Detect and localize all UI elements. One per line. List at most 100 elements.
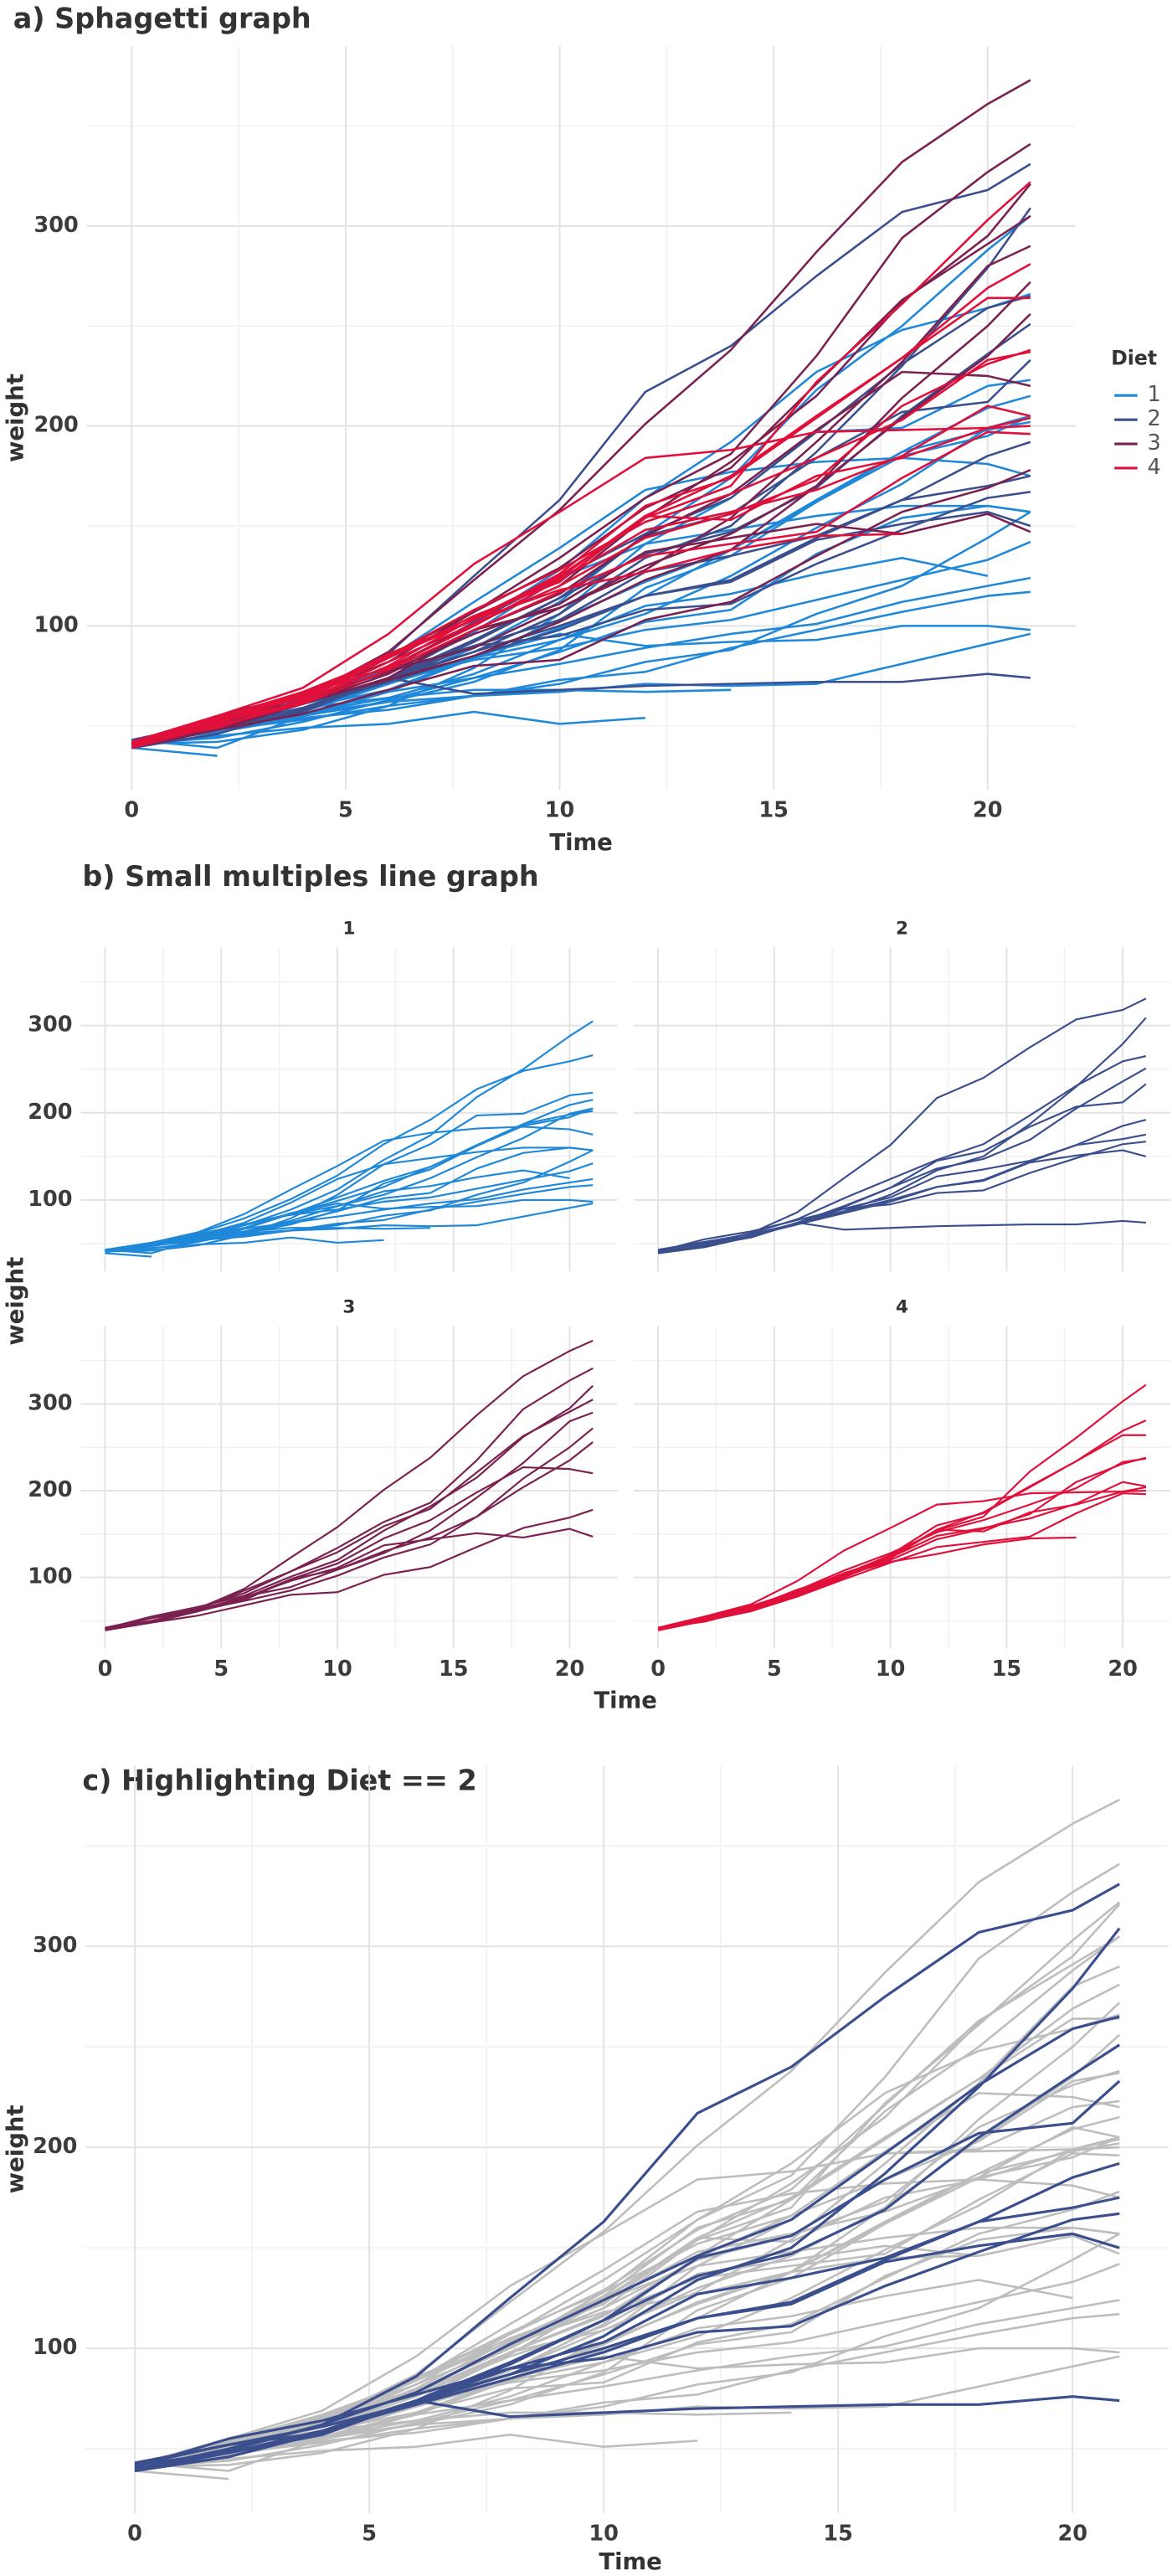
y-tick-label: 100 <box>33 2335 77 2360</box>
y-tick-label: 200 <box>28 1100 72 1125</box>
y-tick-label: 200 <box>28 1477 72 1502</box>
series-line <box>657 1141 1147 1253</box>
series-line <box>134 2212 1120 2469</box>
series-line <box>134 2299 1120 2468</box>
series-line <box>131 404 1031 745</box>
x-tick-label: 20 <box>1108 1656 1138 1682</box>
series-line <box>105 1466 594 1631</box>
series-line <box>131 511 1031 744</box>
series-line <box>105 1339 594 1630</box>
series-line <box>657 1492 1146 1630</box>
x-tick-label: 5 <box>767 1656 782 1682</box>
series-line <box>657 1383 1147 1631</box>
x-tick-label: 15 <box>758 798 789 823</box>
series-line <box>131 590 1031 745</box>
series-line <box>131 430 1031 745</box>
series-line <box>658 1419 1147 1629</box>
panel-title: a) Sphagetti graph <box>13 2 311 34</box>
y-tick-label: 300 <box>33 213 78 238</box>
y-tick-label: 300 <box>28 1012 72 1038</box>
series-line <box>134 2146 1120 2466</box>
legend-label: 4 <box>1148 455 1161 480</box>
series-line <box>131 296 1031 745</box>
series-line <box>657 1133 1147 1251</box>
panel-title: b) Small multiples line graph <box>82 860 538 893</box>
y-tick-label: 300 <box>28 1390 72 1415</box>
legend-label: 2 <box>1148 406 1161 431</box>
series-line <box>134 1901 1121 2472</box>
series-line <box>131 394 1031 747</box>
x-tick-label: 0 <box>98 1656 113 1682</box>
legend-label: 3 <box>1148 430 1161 456</box>
series-line <box>105 1252 152 1258</box>
series-line <box>131 746 218 757</box>
series-line <box>131 181 1031 750</box>
series-line <box>134 2115 1120 2470</box>
series-line <box>131 142 1031 745</box>
series-line <box>657 1055 1147 1254</box>
series-line <box>105 1146 594 1252</box>
legend-label: 1 <box>1148 382 1161 407</box>
series-line <box>105 1411 594 1630</box>
x-tick-label: 5 <box>213 1656 229 1682</box>
series-line <box>657 1219 1146 1252</box>
series-line <box>134 1965 1120 2468</box>
x-tick-label: 20 <box>555 1656 585 1682</box>
series-line <box>105 1427 594 1629</box>
facet-label: 2 <box>896 918 908 939</box>
series-line <box>134 2002 1121 2466</box>
series-line <box>131 348 1031 747</box>
x-axis-title: Time <box>599 2548 662 2573</box>
series-line <box>131 245 1031 745</box>
series-line <box>105 1508 594 1630</box>
series-line <box>105 1126 594 1251</box>
y-tick-label: 300 <box>33 1933 77 1958</box>
series-line <box>105 1107 594 1252</box>
x-tick-label: 10 <box>322 1656 352 1682</box>
series-line <box>134 2313 1120 2468</box>
y-axis-title: weight <box>3 2105 29 2193</box>
series-line <box>134 2470 229 2481</box>
panel-title: c) Highlighting Diet == 2 <box>82 1764 476 1796</box>
x-tick-label: 10 <box>876 1656 906 1682</box>
series-line <box>658 1119 1147 1255</box>
series-line <box>657 1017 1147 1255</box>
series-line <box>657 1489 1146 1629</box>
y-tick-label: 100 <box>28 1564 72 1589</box>
series-line <box>134 1862 1120 2468</box>
series-line <box>131 511 1031 741</box>
series-line <box>657 997 1147 1254</box>
x-tick-label: 15 <box>992 1656 1022 1682</box>
series-line <box>105 1368 594 1630</box>
series-line <box>105 1184 594 1253</box>
x-tick-label: 20 <box>973 798 1003 823</box>
series-line <box>131 207 1031 750</box>
x-tick-label: 20 <box>1057 2521 1087 2546</box>
y-axis-title: weight <box>3 1257 29 1346</box>
series-line <box>134 2079 1121 2473</box>
series-line <box>657 1456 1147 1631</box>
x-tick-label: 10 <box>545 798 575 823</box>
x-axis-title: Time <box>594 1687 657 1714</box>
x-tick-label: 0 <box>127 2521 142 2546</box>
series-line <box>105 1091 594 1253</box>
x-axis-title: Time <box>549 829 613 856</box>
x-tick-label: 0 <box>124 798 139 823</box>
x-tick-label: 5 <box>338 798 353 823</box>
y-axis-title: weight <box>3 374 29 462</box>
series-line <box>131 710 645 745</box>
series-line <box>657 1486 1147 1629</box>
x-tick-label: 10 <box>589 2521 619 2546</box>
series-line <box>105 1399 594 1630</box>
series-line <box>657 1457 1147 1631</box>
series-line <box>131 468 1031 745</box>
y-tick-label: 200 <box>33 413 78 438</box>
y-tick-label: 100 <box>28 1187 72 1212</box>
series-line <box>131 576 1031 745</box>
series-line <box>658 1083 1147 1255</box>
x-tick-label: 0 <box>650 1656 666 1682</box>
series-line <box>131 425 1031 744</box>
x-tick-label: 15 <box>823 2521 853 2546</box>
legend-title: Diet <box>1111 346 1157 369</box>
